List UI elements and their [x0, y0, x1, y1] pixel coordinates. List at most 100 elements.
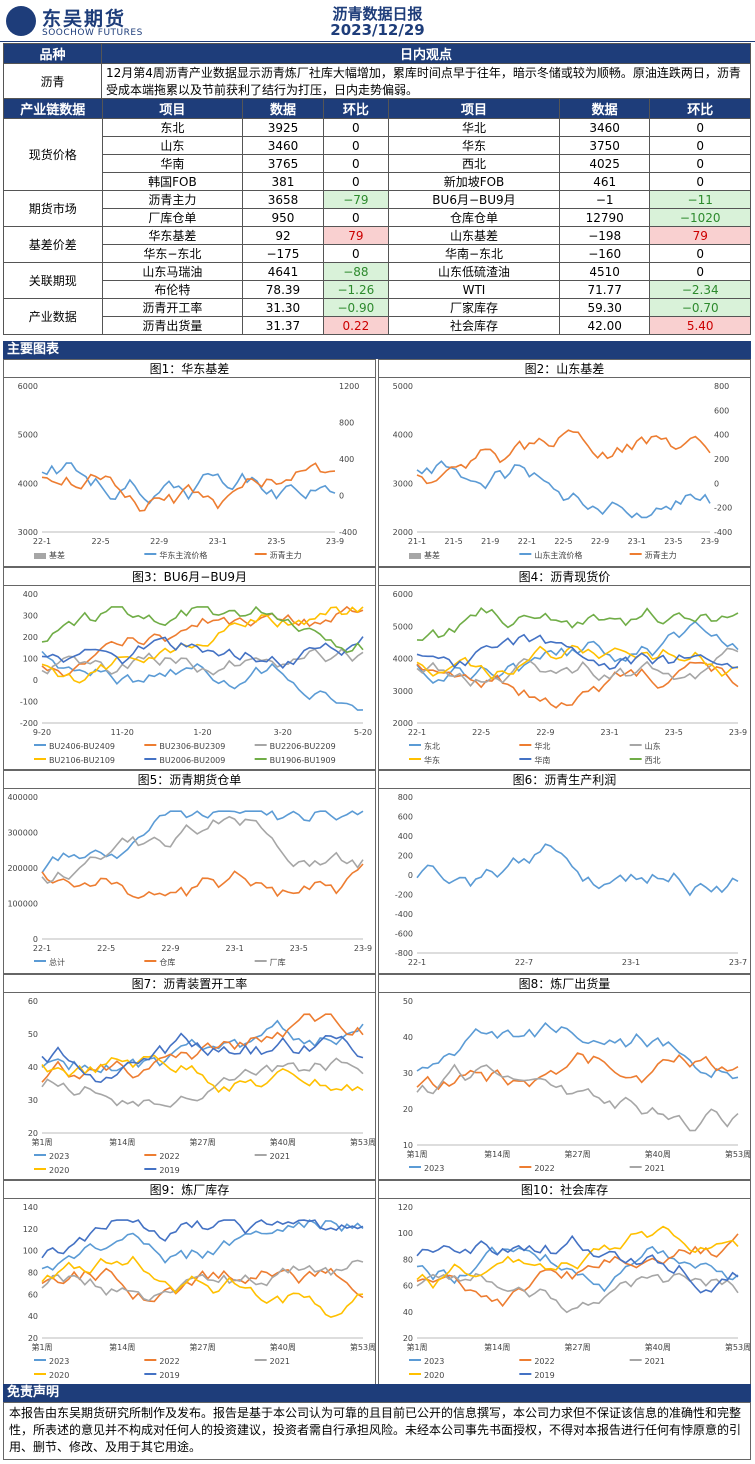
- chart-svg: 400000 300000 200000 100000 022-1 22-5 22-9 23-…: [7, 793, 372, 967]
- y-right-tick-label: 400: [339, 455, 354, 464]
- y-tick-label: 40: [28, 1063, 38, 1072]
- legend-swatch: [519, 553, 532, 555]
- table-cell: WTI: [388, 280, 560, 299]
- y-right-tick-label: 400: [714, 431, 729, 440]
- table-cell: 950: [242, 208, 324, 227]
- x-tick-label: 第14周: [109, 1137, 135, 1147]
- x-tick-label: 9-20: [33, 728, 51, 737]
- legend-label: 2020: [424, 1371, 444, 1380]
- legend-swatch: [409, 1359, 421, 1361]
- chart-title: 图6：沥青生产利润: [379, 771, 750, 789]
- table-cell: 0: [649, 154, 751, 173]
- disclaimer-text: 本报告由东吴期货研究所制作及发布。报告是基于本公司认为可靠的且目前已公开的信息撰…: [3, 1402, 751, 1460]
- legend-swatch: [144, 553, 157, 555]
- y-right-tick-label: 600: [714, 406, 729, 415]
- legend-label: 沥青主力: [645, 550, 677, 560]
- x-tick-label: 23-5: [290, 944, 308, 953]
- legend-label: 2021: [270, 1152, 290, 1161]
- series-line: [416, 1022, 739, 1080]
- series-line: [41, 650, 364, 711]
- table-cell: 78.39: [242, 280, 324, 299]
- series-line: [416, 429, 711, 485]
- x-tick-label: 第14周: [109, 1342, 135, 1352]
- series-line: [416, 1234, 739, 1294]
- table-cell: 新加坡FOB: [388, 172, 560, 191]
- series-line: [41, 606, 364, 684]
- x-tick-label: 第40周: [645, 1342, 671, 1352]
- series-line: [41, 605, 364, 654]
- table-row: 山东 3460 0 华东 3750 0: [4, 136, 751, 155]
- x-tick-label: 第1周: [31, 1342, 52, 1352]
- table-row: 基差价差 华东基差 92 79 山东基差 −198 79: [3, 226, 751, 263]
- table-row: 厂库仓单 950 0 仓库仓单 12790 −1020: [4, 208, 751, 227]
- report-date: 2023/12/29: [330, 21, 425, 39]
- table-cell: −88: [322, 262, 390, 281]
- series-line: [41, 815, 364, 884]
- view-product: 沥青: [3, 63, 102, 100]
- chart-panel: 图9：炼厂库存 140 120 100 80 60 40 20 第1周 第14周 第27周 第40周 第…: [3, 1180, 376, 1385]
- legend-label: 2021: [645, 1164, 665, 1173]
- x-tick-label: 第1周: [406, 1149, 427, 1159]
- table-cell: 华东基差: [101, 226, 244, 245]
- legend-label: 华北: [534, 741, 550, 751]
- x-tick-label: 22-9: [536, 728, 554, 737]
- table-cell: 山东基差: [388, 226, 560, 245]
- x-tick-label: 22-9: [150, 537, 168, 546]
- table-header: 产业链数据: [3, 98, 103, 119]
- x-tick-label: 22-5: [472, 728, 490, 737]
- table-cell: −11: [649, 190, 751, 209]
- series-line: [41, 462, 336, 512]
- legend-swatch: [519, 1373, 532, 1375]
- series-line: [41, 863, 364, 899]
- table-cell: 山东: [101, 136, 244, 155]
- x-tick-label: 第40周: [270, 1137, 296, 1147]
- table-row: 关联期现 山东马瑞油 4641 −88 山东低硫渣油 4510 0: [3, 262, 751, 299]
- legend-label: 2022: [159, 1152, 179, 1161]
- table-row: 沥青出货量 31.37 0.22 社会库存 42.00 5.40: [4, 316, 751, 335]
- y-tick-label: 400000: [7, 793, 38, 802]
- legend-swatch: [34, 758, 46, 760]
- y-tick-label: -100: [20, 698, 38, 707]
- y-tick-label: 40: [28, 1312, 38, 1321]
- y-tick-label: 200000: [7, 864, 38, 873]
- x-tick-label: 第14周: [484, 1342, 510, 1352]
- table-cell: 12790: [558, 208, 651, 227]
- legend-label: 仓库: [159, 957, 175, 967]
- x-tick-label: 22-5: [92, 537, 110, 546]
- y-tick-label: 6000: [393, 590, 413, 599]
- group-label: 现货价格: [3, 118, 103, 191]
- y-tick-label: 40: [403, 1033, 413, 1042]
- y-tick-label: 3000: [18, 528, 38, 537]
- x-tick-label: 23-5: [664, 537, 682, 546]
- y-tick-label: 300: [23, 612, 38, 621]
- y-tick-label: 5000: [18, 431, 38, 440]
- x-tick-label: 22-9: [591, 537, 609, 546]
- legend-swatch: [144, 744, 157, 746]
- x-tick-label: 23-5: [267, 537, 285, 546]
- legend-label: 2019: [159, 1371, 179, 1380]
- series-line: [416, 1233, 739, 1308]
- legend-label: 2020: [49, 1371, 69, 1380]
- table-cell: 42.00: [558, 316, 651, 335]
- legend-swatch: [254, 553, 267, 555]
- table-cell: BU6月−BU9月: [388, 190, 560, 209]
- y-tick-label: 4000: [393, 431, 413, 440]
- y-right-tick-label: 1200: [339, 382, 359, 391]
- legend-label: BU2306-BU2309: [159, 742, 225, 751]
- x-tick-label: 第1周: [31, 1137, 52, 1147]
- table-cell: 仓库仓单: [388, 208, 560, 227]
- table-row: 现货价格 东北 3925 0 华北 3460 0: [3, 118, 751, 191]
- y-tick-label: -600: [395, 930, 413, 939]
- table-cell: 0: [322, 208, 390, 227]
- chart-title: 图5：沥青期货仓单: [4, 771, 375, 789]
- table-cell: 3750: [558, 136, 651, 155]
- legend-label: 厂库: [270, 957, 286, 967]
- table-cell: 0: [322, 136, 390, 155]
- report-title: 沥青数据日报: [332, 5, 423, 23]
- table-cell: 4510: [558, 262, 651, 281]
- x-tick-label: 第53周: [350, 1342, 375, 1352]
- legend-swatch: [34, 744, 46, 746]
- group-label: 基差价差: [3, 226, 103, 263]
- table-cell: 381: [242, 172, 324, 191]
